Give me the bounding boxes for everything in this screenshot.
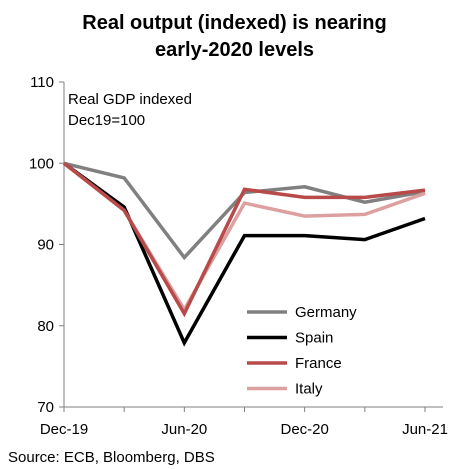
annotation-line2: Dec19=100	[68, 112, 145, 129]
series-lines	[62, 161, 426, 347]
chart-title: Real output (indexed) is nearing early-2…	[0, 10, 469, 64]
x-tick-label: Dec-20	[280, 421, 328, 438]
legend-label-france: France	[295, 355, 342, 372]
y-tick-label: 70	[37, 399, 54, 416]
x-tick-label: Dec-19	[40, 421, 88, 438]
legend: Germany Spain France Italy	[247, 304, 357, 398]
legend-label-italy: Italy	[295, 381, 323, 398]
annotation-line1: Real GDP indexed	[68, 91, 192, 108]
legend-label-germany: Germany	[295, 304, 357, 321]
source-note: Source: ECB, Bloomberg, DBS	[8, 449, 215, 466]
series-line-spain	[62, 161, 426, 347]
y-tick-label: 100	[29, 155, 54, 172]
chart-title-line2: early-2020 levels	[154, 39, 315, 61]
axes: 70 80 90 100 110 Dec-19 Jun-20 Dec-20 Jun-21	[29, 74, 448, 438]
x-tick-label: Jun-20	[161, 421, 207, 438]
chart-title-line1: Real output (indexed) is nearing	[82, 12, 387, 34]
y-tick-label: 110	[30, 74, 54, 91]
legend-label-spain: Spain	[295, 330, 333, 347]
y-tick-label: 90	[37, 237, 54, 254]
series-line-germany	[63, 161, 426, 261]
y-tick-label: 80	[37, 318, 54, 335]
x-tick-label: Jun-21	[402, 421, 448, 438]
series-line-france	[62, 161, 426, 318]
